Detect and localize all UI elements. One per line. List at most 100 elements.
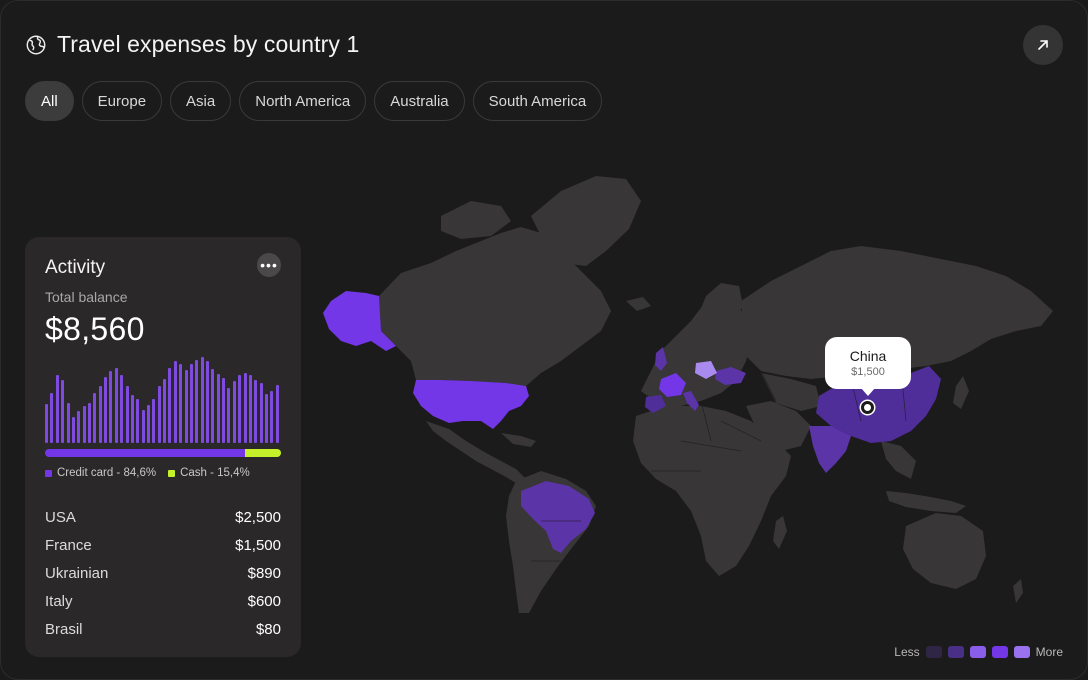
activity-bar (259, 383, 263, 443)
activity-bar (189, 364, 193, 443)
map-country-alaska[interactable] (323, 291, 396, 351)
map-pin-china[interactable] (861, 401, 874, 414)
map-region-canada[interactable] (379, 227, 611, 386)
activity-bar (87, 402, 91, 443)
map-region-mexico[interactable] (426, 421, 526, 485)
activity-bar (45, 404, 48, 443)
map-country-uk[interactable] (655, 347, 667, 371)
region-tabs: All Europe Asia North America Australia … (25, 81, 603, 121)
country-name: Brasil (45, 621, 83, 638)
activity-bar (163, 378, 166, 443)
country-amount: $600 (247, 593, 281, 610)
map-country-usa[interactable] (413, 380, 529, 429)
map-country-france[interactable] (659, 373, 686, 397)
map-region-caribbean[interactable] (501, 433, 536, 447)
activity-bar-chart (45, 357, 281, 443)
activity-bar (146, 405, 150, 443)
list-item[interactable]: Italy $600 (45, 589, 281, 617)
scale-swatch-1 (925, 646, 942, 658)
map-country-iberia[interactable] (645, 395, 666, 413)
activity-bar (93, 393, 97, 443)
activity-bar (71, 416, 75, 443)
map-region-iceland[interactable] (626, 297, 651, 311)
activity-bar (55, 374, 59, 443)
map-region-russia[interactable] (741, 246, 1053, 379)
scale-swatch-4 (991, 646, 1008, 658)
activity-bar (275, 385, 279, 443)
activity-bar (200, 357, 204, 443)
country-amount: $890 (247, 565, 281, 582)
legend-cash-label: Cash - 15,4% (180, 467, 250, 479)
activity-bar (82, 406, 86, 443)
list-item[interactable]: USA $2,500 (45, 505, 281, 533)
activity-bar (61, 379, 65, 443)
country-name: Ukrainian (45, 565, 109, 582)
map-region-middle-east[interactable] (746, 401, 811, 451)
activity-bar (114, 368, 118, 443)
activity-bar (152, 399, 156, 443)
activity-title: Activity (45, 257, 106, 278)
map-region-southeast-asia[interactable] (881, 441, 916, 479)
expand-button[interactable] (1023, 25, 1063, 65)
map-region-madagascar[interactable] (773, 516, 787, 549)
map-region-new-zealand[interactable] (1013, 579, 1023, 603)
legend-credit: Credit card - 84,6% (45, 467, 156, 479)
credit-swatch (45, 469, 52, 477)
tab-asia[interactable]: Asia (170, 81, 232, 121)
map-region-indonesia[interactable] (886, 491, 966, 513)
map-country-brazil[interactable] (521, 481, 595, 553)
activity-bar (179, 364, 183, 443)
map-region-australia[interactable] (903, 513, 986, 589)
activity-bar (98, 386, 102, 443)
tab-north-america[interactable]: North America (239, 81, 367, 121)
activity-bar (216, 373, 220, 443)
map-region-japan[interactable] (953, 376, 969, 409)
activity-bar (264, 393, 268, 443)
country-name: USA (45, 509, 76, 526)
tab-south-america[interactable]: South America (472, 81, 603, 121)
country-amount: $80 (255, 621, 281, 638)
world-map (323, 176, 1053, 613)
activity-bar (173, 361, 177, 443)
activity-bar (222, 378, 225, 443)
activity-bar (50, 393, 54, 443)
activity-bar (184, 370, 188, 443)
map-country-poland[interactable] (695, 361, 717, 379)
map-country-ukraine[interactable] (715, 367, 746, 385)
map-country-italy[interactable] (683, 391, 699, 411)
list-item[interactable]: France $1,500 (45, 533, 281, 561)
legend-credit-label: Credit card - 84,6% (57, 467, 157, 479)
map-region-arctic-islands[interactable] (441, 201, 511, 239)
legend-cash: Cash - 15,4% (168, 467, 250, 479)
payment-split-bar (45, 449, 281, 457)
map-region-greenland[interactable] (531, 176, 641, 266)
total-balance-value: $8,560 (45, 311, 145, 347)
country-name: France (45, 537, 92, 554)
activity-bar (195, 359, 199, 443)
card-header: Travel expenses by country 1 (25, 31, 359, 58)
arrow-up-right-icon (1038, 40, 1048, 50)
tab-europe[interactable]: Europe (81, 81, 163, 121)
tooltip-value: $1,500 (851, 366, 885, 378)
map-region-central-asia[interactable] (761, 373, 821, 411)
more-options-button[interactable]: ••• (257, 253, 281, 277)
activity-bar (125, 386, 129, 443)
scale-swatch-3 (969, 646, 986, 658)
activity-bar (243, 372, 247, 443)
activity-bar (141, 409, 145, 443)
map-country-india[interactable] (809, 426, 851, 473)
map-region-africa[interactable] (633, 406, 791, 576)
tab-australia[interactable]: Australia (374, 81, 465, 121)
activity-bar (248, 374, 252, 443)
tab-all[interactable]: All (25, 81, 74, 121)
activity-bar (109, 371, 113, 443)
country-amount: $1,500 (235, 537, 281, 554)
list-item[interactable]: Brasil $80 (45, 617, 281, 645)
activity-bar (211, 369, 215, 443)
map-region-scandinavia[interactable] (696, 283, 743, 333)
activity-bar (120, 374, 124, 443)
scale-swatch-2 (947, 646, 964, 658)
globe-icon (26, 35, 46, 54)
list-item[interactable]: Ukrainian $890 (45, 561, 281, 589)
